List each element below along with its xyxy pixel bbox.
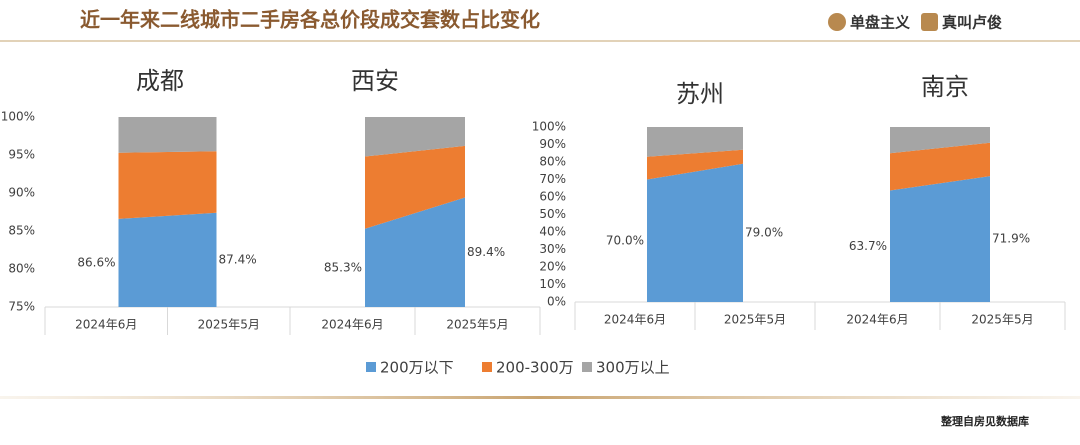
- area-segment: [890, 176, 990, 302]
- footer-rule: [0, 396, 1080, 399]
- value-label: 71.9%: [992, 232, 1030, 246]
- brand: 单盘主义: [850, 14, 910, 32]
- y-tick-label: 95%: [8, 148, 35, 162]
- x-tick-label: 2024年6月: [846, 313, 908, 327]
- y-tick-label: 100%: [1, 110, 35, 124]
- y-tick-label: 80%: [8, 262, 35, 276]
- y-tick-label: 100%: [532, 120, 566, 134]
- x-tick-label: 2025年5月: [724, 313, 786, 327]
- y-tick-label: 20%: [539, 260, 566, 274]
- y-tick-label: 10%: [539, 277, 566, 291]
- area-segment: [365, 117, 465, 157]
- legend-label: 200-300万: [496, 359, 574, 377]
- source: 整理自房见数据库: [940, 414, 1029, 428]
- area-segment: [118, 212, 217, 307]
- legend-swatch: [366, 362, 376, 372]
- page-title: 近一年来二线城市二手房各总价段成交套数占比变化: [80, 8, 540, 32]
- x-tick-label: 2024年6月: [321, 318, 383, 332]
- chart-title: 成都: [136, 67, 184, 95]
- brand-icon: [921, 13, 938, 31]
- y-tick-label: 90%: [539, 137, 566, 151]
- y-tick-label: 40%: [539, 225, 566, 239]
- area-segment: [118, 151, 217, 219]
- area-segment: [890, 142, 990, 191]
- y-tick-label: 0%: [547, 295, 566, 309]
- value-label: 70.0%: [606, 233, 644, 247]
- legend-swatch: [582, 362, 592, 372]
- area-segment: [118, 117, 217, 153]
- chart-title: 南京: [921, 73, 969, 101]
- x-tick-label: 2024年6月: [75, 318, 137, 332]
- y-tick-label: 75%: [8, 300, 35, 314]
- y-tick-label: 70%: [539, 172, 566, 186]
- value-label: 85.3%: [324, 260, 362, 274]
- legend-label: 300万以上: [596, 359, 670, 377]
- value-label: 86.6%: [77, 255, 115, 269]
- y-tick-label: 90%: [8, 186, 35, 200]
- x-tick-label: 2025年5月: [198, 318, 260, 332]
- x-tick-label: 2025年5月: [971, 313, 1033, 327]
- brand: 真叫卢俊: [942, 14, 1002, 32]
- y-tick-label: 30%: [539, 242, 566, 256]
- y-tick-label: 80%: [539, 155, 566, 169]
- value-label: 87.4%: [219, 252, 257, 266]
- value-label: 89.4%: [467, 245, 505, 259]
- area-segment: [647, 163, 743, 302]
- legend-swatch: [482, 362, 492, 372]
- chart-title: 西安: [351, 67, 399, 95]
- chart-title: 苏州: [676, 80, 724, 108]
- area-segment: [365, 197, 465, 307]
- area-segment: [647, 127, 743, 157]
- value-label: 63.7%: [849, 239, 887, 253]
- brand-icon: [828, 13, 846, 31]
- area-segment: [365, 145, 465, 229]
- x-tick-label: 2025年5月: [446, 318, 508, 332]
- value-label: 79.0%: [745, 225, 783, 239]
- area-segment: [647, 149, 743, 180]
- y-tick-label: 60%: [539, 190, 566, 204]
- x-tick-label: 2024年6月: [604, 313, 666, 327]
- y-tick-label: 85%: [8, 224, 35, 238]
- legend-label: 200万以下: [380, 359, 454, 377]
- area-segment: [890, 127, 990, 154]
- y-tick-label: 50%: [539, 207, 566, 221]
